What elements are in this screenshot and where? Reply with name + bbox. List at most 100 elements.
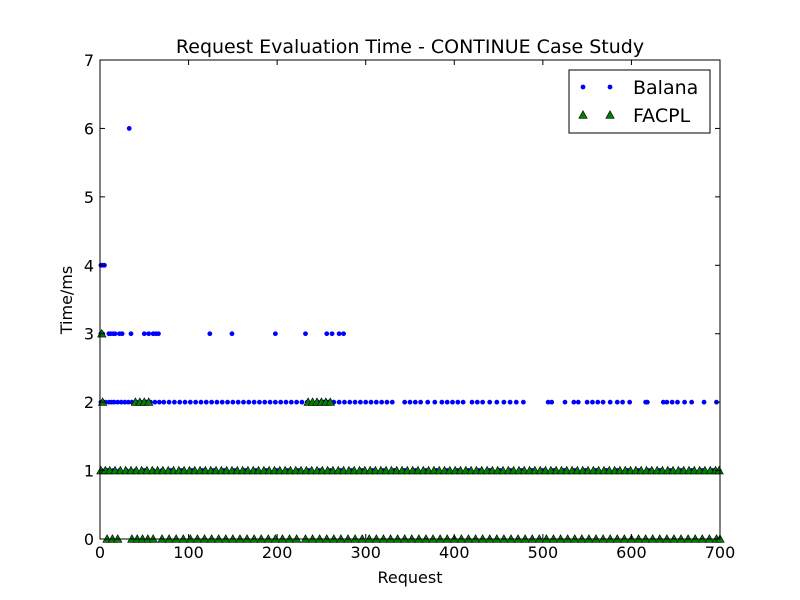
balana-point (342, 399, 347, 405)
balana-point (177, 399, 183, 405)
balana-point (384, 399, 390, 405)
balana-point (246, 399, 252, 405)
y-tick-label: 3 (84, 325, 94, 344)
balana-point (444, 399, 450, 405)
balana-point (126, 126, 132, 131)
x-tick-label: 400 (439, 543, 470, 562)
balana-point (407, 399, 413, 405)
x-tick-label: 500 (528, 543, 559, 562)
y-tick-label: 7 (84, 51, 94, 70)
balana-point (336, 399, 342, 405)
legend-entry-facpl: FACPL (578, 105, 691, 127)
balana-point (347, 399, 353, 405)
balana-point (324, 331, 330, 337)
legend-label: Balana (633, 77, 698, 99)
balana-point (455, 399, 461, 405)
balana-point (166, 399, 172, 405)
balana-point (590, 399, 595, 405)
balana-point (507, 399, 513, 405)
balana-point (450, 399, 455, 405)
balana-point (118, 399, 124, 405)
y-tick-label: 0 (84, 530, 94, 549)
balana-point (373, 399, 379, 405)
balana-point (575, 399, 581, 405)
balana-point (675, 399, 680, 405)
balana-point (122, 399, 128, 405)
balana-point (368, 399, 374, 405)
balana-point (207, 331, 213, 337)
balana-point (172, 399, 177, 405)
balana-point (689, 399, 695, 405)
balana-point (520, 399, 526, 405)
x-tick-label: 700 (705, 543, 736, 562)
balana-point (513, 399, 519, 405)
balana-point (272, 399, 278, 405)
balana-point (230, 399, 236, 405)
balana-point (329, 331, 335, 337)
facpl-point (144, 397, 154, 406)
balana-point (225, 399, 230, 405)
balana-point (156, 331, 161, 337)
balana-point (209, 399, 215, 405)
balana-point (182, 399, 188, 405)
x-tick-label: 300 (350, 543, 381, 562)
balana-point (152, 399, 158, 405)
balana-point (614, 399, 620, 405)
balana-point (112, 331, 118, 337)
balana-point (682, 399, 687, 405)
legend-marker (578, 110, 588, 119)
plot-marks (96, 126, 725, 543)
balana-point (418, 399, 424, 405)
balana-point (607, 399, 613, 405)
balana-point (341, 331, 346, 337)
y-tick-label: 4 (84, 256, 94, 275)
balana-point (214, 399, 220, 405)
balana-point (358, 399, 363, 405)
y-tick-label: 1 (84, 462, 94, 481)
balana-point (627, 399, 633, 405)
balana-point (571, 399, 577, 405)
balana-point (425, 399, 431, 405)
balana-point (432, 399, 438, 405)
balana-point (193, 399, 199, 405)
y-axis: 0 1 2 3 4 5 6 7 (84, 51, 720, 549)
balana-point (262, 399, 268, 405)
facpl-point (325, 397, 335, 406)
balana-point (352, 399, 358, 405)
balana-point (119, 331, 125, 337)
balana-point (187, 399, 193, 405)
balana-point (141, 331, 147, 337)
x-tick-label: 100 (173, 543, 204, 562)
balana-point (219, 399, 225, 405)
balana-point (156, 399, 162, 405)
legend-entries: Balana FACPL (578, 77, 698, 127)
balana-point (545, 399, 551, 405)
x-axis-label: Request (378, 568, 443, 587)
balana-point (128, 331, 134, 337)
balana-point (664, 399, 670, 405)
y-tick-label: 2 (84, 393, 94, 412)
balana-point (203, 399, 209, 405)
balana-point (595, 399, 601, 405)
chart-title: Request Evaluation Time - CONTINUE Case … (176, 36, 644, 58)
balana-point (272, 331, 278, 337)
x-axis: 0 100 200 300 400 500 600 700 (95, 60, 735, 562)
balana-point (278, 399, 284, 405)
balana-point (303, 331, 308, 337)
x-tick-label: 600 (616, 543, 647, 562)
balana-point (469, 399, 475, 405)
y-tick-label: 5 (84, 188, 94, 207)
legend-marker (580, 84, 586, 90)
balana-point (501, 399, 507, 405)
balana-point (257, 399, 262, 405)
balana-point (198, 399, 204, 405)
legend-box (568, 69, 711, 134)
balana-point (267, 399, 273, 405)
balana-point (299, 399, 305, 405)
balana-point (115, 399, 121, 405)
balana-point (460, 399, 466, 405)
balana-point (669, 399, 675, 405)
balana-point (562, 399, 568, 405)
balana-point (644, 399, 650, 405)
balana-point (111, 399, 117, 405)
